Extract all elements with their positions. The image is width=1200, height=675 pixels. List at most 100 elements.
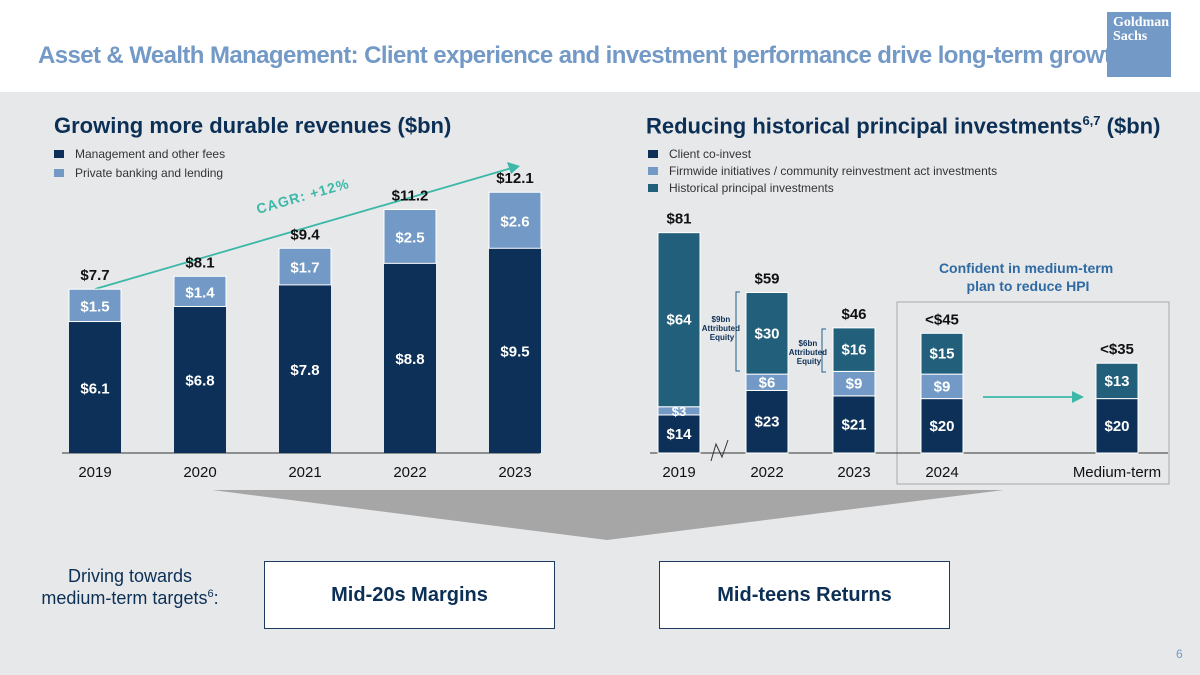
bar-lending-2020 <box>173 275 227 307</box>
bar-lending-2021 <box>278 247 332 286</box>
medium-term-outline <box>896 301 1170 485</box>
total-2022: $59 <box>754 271 779 288</box>
xtick-left-2022: 2022 <box>393 464 426 481</box>
equity-note-2022-line1: $9bn <box>712 315 731 324</box>
label-fees-2019: $6.1 <box>80 380 109 397</box>
page-number: 6 <box>1176 647 1183 661</box>
total-2019: $81 <box>666 211 691 228</box>
legend-item-hpi: Historical principal investments <box>648 179 997 196</box>
legend-label-hpi: Historical principal investments <box>669 180 834 195</box>
legend-label-firmwide: Firmwide initiatives / community reinves… <box>669 163 998 178</box>
right-legend: Client co-invest Firmwide initiatives / … <box>648 145 997 196</box>
equity-bracket-2022 <box>735 291 740 372</box>
bar-fees-2020 <box>174 306 226 453</box>
target-returns-box: Mid-teens Returns <box>659 561 950 629</box>
driving-targets-sup: 6 <box>207 588 214 600</box>
label-coinvest-2024: $20 <box>929 418 954 435</box>
right-chart-title-text: Reducing historical principal investment… <box>646 113 1083 139</box>
equity-note-2023: $6bn Attributed Equity <box>789 339 829 366</box>
cagr-arrowhead <box>507 162 520 174</box>
bar-hpi-2019 <box>657 232 701 408</box>
equity-note-2022-line3: Equity <box>710 333 735 342</box>
bar-hpi-2023 <box>832 327 876 372</box>
label-lending-2020: $1.4 <box>185 284 215 301</box>
bar-fees-2021 <box>279 284 331 453</box>
legend-swatch-light <box>54 168 64 177</box>
bar-firmwide-2023 <box>832 370 876 397</box>
xtick-left-2021: 2021 <box>288 464 321 481</box>
bar-hpi-medium-term <box>1095 362 1139 400</box>
bar-coinvest-2019 <box>657 414 701 454</box>
logo-line-1: Goldman <box>1113 15 1170 30</box>
right-chart-title-suffix: ($bn) <box>1106 113 1161 139</box>
total-2019: $7.7 <box>80 267 109 284</box>
bar-fees-2019 <box>69 321 121 453</box>
target-margins-label: Mid-20s Margins <box>331 583 488 606</box>
page-title: Asset & Wealth Management: Client experi… <box>38 42 1126 69</box>
confident-note: Confident in medium-term plan to reduce … <box>939 260 1117 294</box>
label-coinvest-2022: $23 <box>754 414 779 431</box>
label-fees-2020: $6.8 <box>185 373 214 390</box>
legend-swatch-light-2 <box>648 166 658 175</box>
legend-label-lending: Private banking and lending <box>75 165 224 180</box>
bar-lending-2019 <box>68 288 122 323</box>
label-hpi-2023: $16 <box>841 342 866 359</box>
cagr-label: CAGR: +12% <box>254 175 351 217</box>
legend-item-fees: Management and other fees <box>54 145 225 162</box>
confident-note-line1: Confident in medium-term <box>939 260 1113 276</box>
xtick-left-2019: 2019 <box>78 464 111 481</box>
xtick-left-2023: 2023 <box>498 464 531 481</box>
label-lending-2019: $1.5 <box>80 298 109 315</box>
bar-lending-2022 <box>383 208 437 264</box>
total-2023: $12.1 <box>496 170 534 187</box>
cagr-arrow-line <box>94 167 513 290</box>
xtick-left-2020: 2020 <box>183 464 216 481</box>
label-firmwide-2022: $6 <box>759 374 776 391</box>
label-hpi-2024: $15 <box>929 346 954 363</box>
bar-lending-2023 <box>488 191 542 249</box>
axis-break-icon <box>710 439 729 462</box>
bar-hpi-2024 <box>920 332 964 375</box>
xtick-right-2023: 2023 <box>837 464 870 481</box>
xtick-right-2019: 2019 <box>662 464 695 481</box>
label-lending-2023: $2.6 <box>500 213 529 230</box>
label-fees-2022: $8.8 <box>395 351 424 368</box>
target-margins-box: Mid-20s Margins <box>264 561 555 629</box>
reduction-arrowhead <box>1072 391 1084 403</box>
label-coinvest-medium-term: $20 <box>1104 418 1129 435</box>
label-coinvest-2019: $14 <box>666 426 692 443</box>
label-fees-2023: $9.5 <box>500 344 529 361</box>
right-chart-title: Reducing historical principal investment… <box>646 113 1160 139</box>
legend-item-firmwide: Firmwide initiatives / community reinves… <box>648 162 997 179</box>
label-lending-2022: $2.5 <box>395 229 424 246</box>
equity-note-2023-line3: Equity <box>797 357 822 366</box>
right-chart-title-sup: 6,7 <box>1082 113 1101 128</box>
legend-swatch-navy-2 <box>648 149 658 158</box>
label-firmwide-2024: $9 <box>934 378 951 395</box>
bar-coinvest-medium-term <box>1095 398 1139 454</box>
equity-bracket-2023 <box>821 328 826 373</box>
xtick-right-2024: 2024 <box>925 464 958 481</box>
legend-item-lending: Private banking and lending <box>54 164 225 181</box>
equity-note-2022: $9bn Attributed Equity <box>702 315 742 342</box>
bar-fees-2023 <box>489 248 541 453</box>
label-firmwide-2023: $9 <box>846 376 863 393</box>
total-2023: $46 <box>841 306 866 323</box>
equity-note-2023-line2: Attributed <box>789 348 827 357</box>
funnel-shape <box>212 490 1004 540</box>
legend-label-fees: Management and other fees <box>75 146 226 161</box>
label-fees-2021: $7.8 <box>290 362 319 379</box>
bar-fees-2022 <box>384 263 436 453</box>
equity-note-2022-line2: Attributed <box>702 324 740 333</box>
header: Asset & Wealth Management: Client experi… <box>0 0 1200 92</box>
label-hpi-2019: $64 <box>666 312 692 329</box>
total-2021: $9.4 <box>290 226 320 243</box>
goldman-sachs-logo: Goldman Sachs <box>1107 12 1171 77</box>
legend-swatch-teal <box>648 183 658 192</box>
legend-swatch-navy <box>54 149 64 158</box>
total-2020: $8.1 <box>185 254 214 271</box>
label-hpi-2022: $30 <box>754 325 779 342</box>
label-lending-2021: $1.7 <box>290 260 319 277</box>
target-returns-label: Mid-teens Returns <box>717 583 892 606</box>
